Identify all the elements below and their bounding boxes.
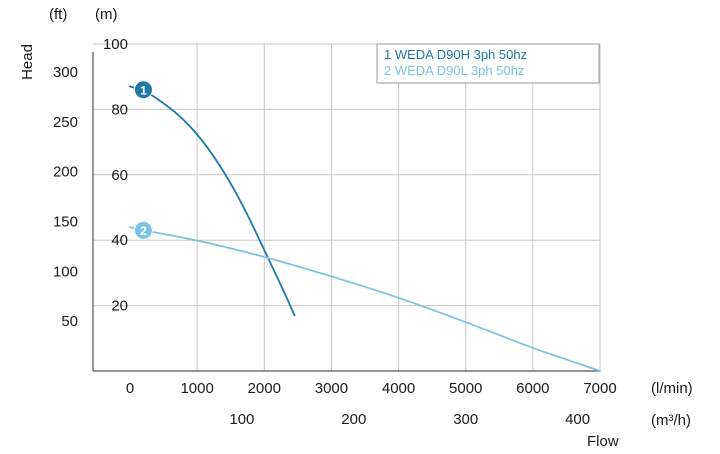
- grid: [93, 43, 601, 371]
- series-marker-1: [133, 80, 153, 100]
- x-tick-label: 0: [126, 380, 134, 397]
- x2-tick-label: 200: [341, 411, 366, 428]
- y-axis-label: Head: [19, 44, 36, 80]
- axes: [92, 52, 600, 372]
- x2-tick-labels: 100 200 300 400: [229, 411, 590, 428]
- y-tick-label: 80: [111, 101, 128, 118]
- y-tick-labels: 20 40 60 80 100: [103, 36, 128, 315]
- legend-entry-1: 1 WEDA D90H 3ph 50hz: [384, 47, 527, 62]
- y2-tick-label: 300: [53, 64, 78, 81]
- y-unit-primary: (m): [95, 6, 118, 23]
- y2-tick-label: 200: [53, 164, 78, 181]
- x-tick-label: 2000: [248, 380, 281, 397]
- x2-tick-label: 400: [565, 411, 590, 428]
- series-line-2: [129, 226, 601, 372]
- x-tick-label: 4000: [382, 380, 415, 397]
- series-group: 12: [129, 80, 601, 372]
- series-marker-label-2: 2: [140, 224, 147, 238]
- series-line-1: [129, 85, 296, 317]
- y2-tick-label: 100: [53, 263, 78, 280]
- y2-tick-label: 50: [61, 313, 78, 330]
- legend-entry-2: 2 WEDA D90L 3ph 50hz: [384, 63, 524, 78]
- y-unit-secondary: (ft): [49, 6, 67, 23]
- y2-tick-label: 150: [53, 213, 78, 230]
- y2-tick-labels: 50 100 150 200 250 300: [53, 64, 78, 330]
- x2-tick-label: 300: [453, 411, 478, 428]
- y2-tick-label: 250: [53, 114, 78, 131]
- x-tick-label: 5000: [449, 380, 482, 397]
- x2-tick-label: 100: [229, 411, 254, 428]
- x-tick-label: 3000: [315, 380, 348, 397]
- y-tick-label: 40: [111, 232, 128, 249]
- x-tick-label: 7000: [583, 380, 616, 397]
- legend-box: [376, 43, 600, 84]
- x-unit-primary: (l/min): [651, 380, 693, 397]
- y-tick-label: 20: [111, 298, 128, 315]
- x-unit-secondary: (m³/h): [651, 412, 691, 429]
- series-marker-label-1: 1: [140, 83, 147, 97]
- x-tick-label: 6000: [516, 380, 549, 397]
- x-tick-labels: 0 1000 2000 3000 4000 5000 6000 7000: [126, 380, 617, 397]
- y-tick-label: 60: [111, 167, 128, 184]
- x-axis-label: Flow: [587, 433, 619, 450]
- y-tick-label: 100: [103, 36, 128, 53]
- x-tick-label: 1000: [180, 380, 213, 397]
- series-marker-2: [133, 220, 153, 240]
